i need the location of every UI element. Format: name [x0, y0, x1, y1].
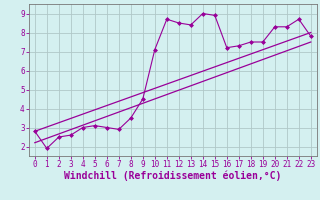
X-axis label: Windchill (Refroidissement éolien,°C): Windchill (Refroidissement éolien,°C): [64, 171, 282, 181]
